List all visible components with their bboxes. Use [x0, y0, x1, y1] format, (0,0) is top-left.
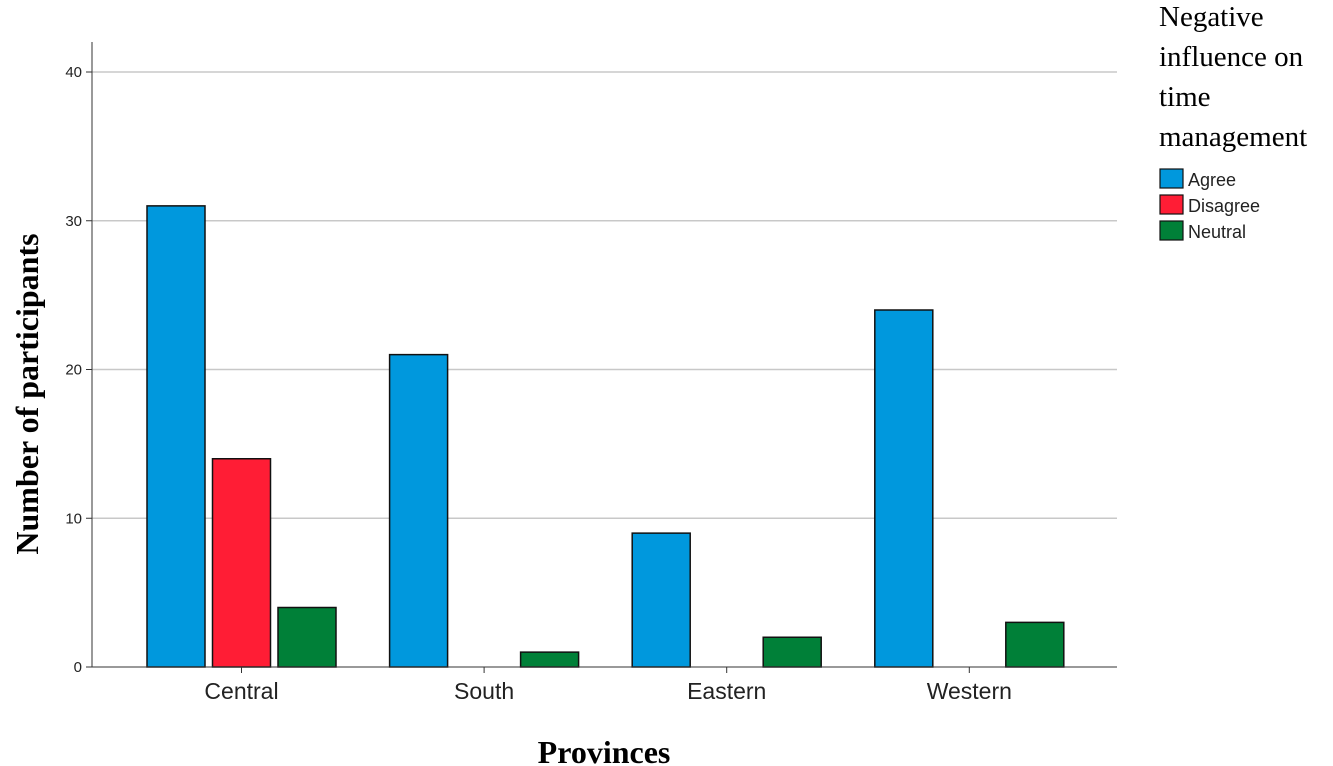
gridlines — [92, 71, 1117, 519]
x-axis-ticks: Central South Eastern Western — [204, 667, 1012, 704]
x-tick-label: Central — [204, 678, 278, 704]
y-tick-label: 20 — [65, 362, 82, 379]
axes — [91, 42, 1117, 668]
y-tick-label: 0 — [74, 659, 82, 676]
bar-western-neutral — [1005, 621, 1065, 668]
bar-western-agree — [874, 309, 934, 668]
legend-title-line-1: Negative — [1159, 1, 1264, 33]
y-tick-label: 40 — [65, 64, 82, 81]
x-tick-label: South — [454, 678, 514, 704]
legend-title-line-2: influence on — [1159, 41, 1304, 73]
y-axis-title: Number of participants — [9, 233, 45, 554]
y-tick-label: 10 — [65, 510, 82, 527]
bar-south-neutral — [519, 651, 580, 668]
bar-central-agree — [146, 205, 206, 668]
legend-title-line-3: time — [1159, 81, 1211, 113]
y-axis-ticks: 0 10 20 30 40 — [65, 64, 92, 676]
y-tick-label: 30 — [65, 213, 82, 230]
legend-title-line-4: management — [1159, 121, 1307, 153]
bar-eastern-agree — [631, 532, 691, 668]
legend-items: Agree Disagree Neutral — [1159, 168, 1260, 242]
legend-label-agree: Agree — [1188, 170, 1236, 190]
x-tick-label: Western — [927, 678, 1012, 704]
legend-swatch-neutral — [1159, 220, 1184, 241]
legend: Negative influence on time management Ag… — [1159, 1, 1307, 242]
legend-label-neutral: Neutral — [1188, 222, 1246, 242]
x-tick-label: Eastern — [687, 678, 766, 704]
bar-central-disagree — [211, 458, 272, 668]
bars — [146, 205, 1065, 668]
x-axis-title: Provinces — [538, 734, 671, 766]
bar-central-neutral — [277, 606, 337, 668]
bar-south-agree — [388, 353, 449, 668]
legend-label-disagree: Disagree — [1188, 196, 1260, 216]
bar-eastern-neutral — [762, 636, 822, 668]
legend-swatch-disagree — [1159, 194, 1184, 215]
legend-swatch-agree — [1159, 168, 1184, 189]
